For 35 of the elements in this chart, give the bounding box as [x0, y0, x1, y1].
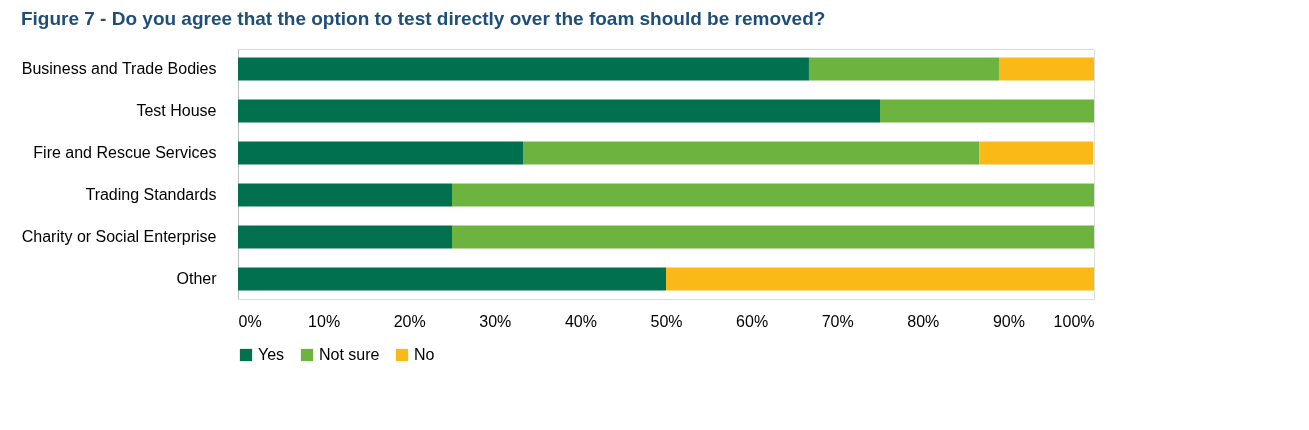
- legend-label: Not sure: [319, 346, 380, 363]
- chart-title: Figure 7 - Do you agree that the option to test directly over the foam should be removed?: [20, 8, 826, 29]
- y-tick-label: Charity or Social Enterprise: [21, 228, 217, 246]
- bar: [452, 183, 1094, 207]
- x-tick-label: 60%: [736, 312, 769, 330]
- bar: [452, 225, 1094, 249]
- x-tick-label: 70%: [821, 312, 854, 330]
- x-tick-label: 30%: [479, 312, 512, 330]
- y-tick-label: Business and Trade Bodies: [21, 59, 217, 77]
- y-tick-label: Trading Standards: [85, 186, 217, 204]
- bar: [238, 99, 880, 123]
- bar: [238, 225, 452, 249]
- x-tick-label: 90%: [992, 312, 1025, 330]
- legend-label: No: [414, 346, 435, 363]
- legend-label: Yes: [258, 346, 285, 363]
- bar: [238, 183, 452, 207]
- bar: [998, 57, 1094, 81]
- bar: [880, 99, 1094, 123]
- bar: [808, 57, 999, 81]
- bar: [238, 267, 666, 291]
- x-tick-label: 10%: [308, 312, 341, 330]
- y-tick-label: Other: [176, 270, 218, 288]
- x-tick-label: 0%: [238, 312, 262, 330]
- x-tick-label: 20%: [393, 312, 426, 330]
- x-tick-label: 40%: [564, 312, 597, 330]
- bar: [238, 57, 809, 81]
- bar: [979, 141, 1094, 165]
- y-tick-label: Fire and Rescue Services: [33, 143, 217, 161]
- bar: [666, 267, 1094, 291]
- y-tick-label: Test House: [136, 101, 217, 119]
- x-tick-label: 50%: [650, 312, 683, 330]
- bar: [523, 141, 980, 165]
- x-tick-label: 80%: [907, 312, 940, 330]
- bar: [238, 141, 524, 165]
- x-tick-label: 100%: [1053, 312, 1095, 330]
